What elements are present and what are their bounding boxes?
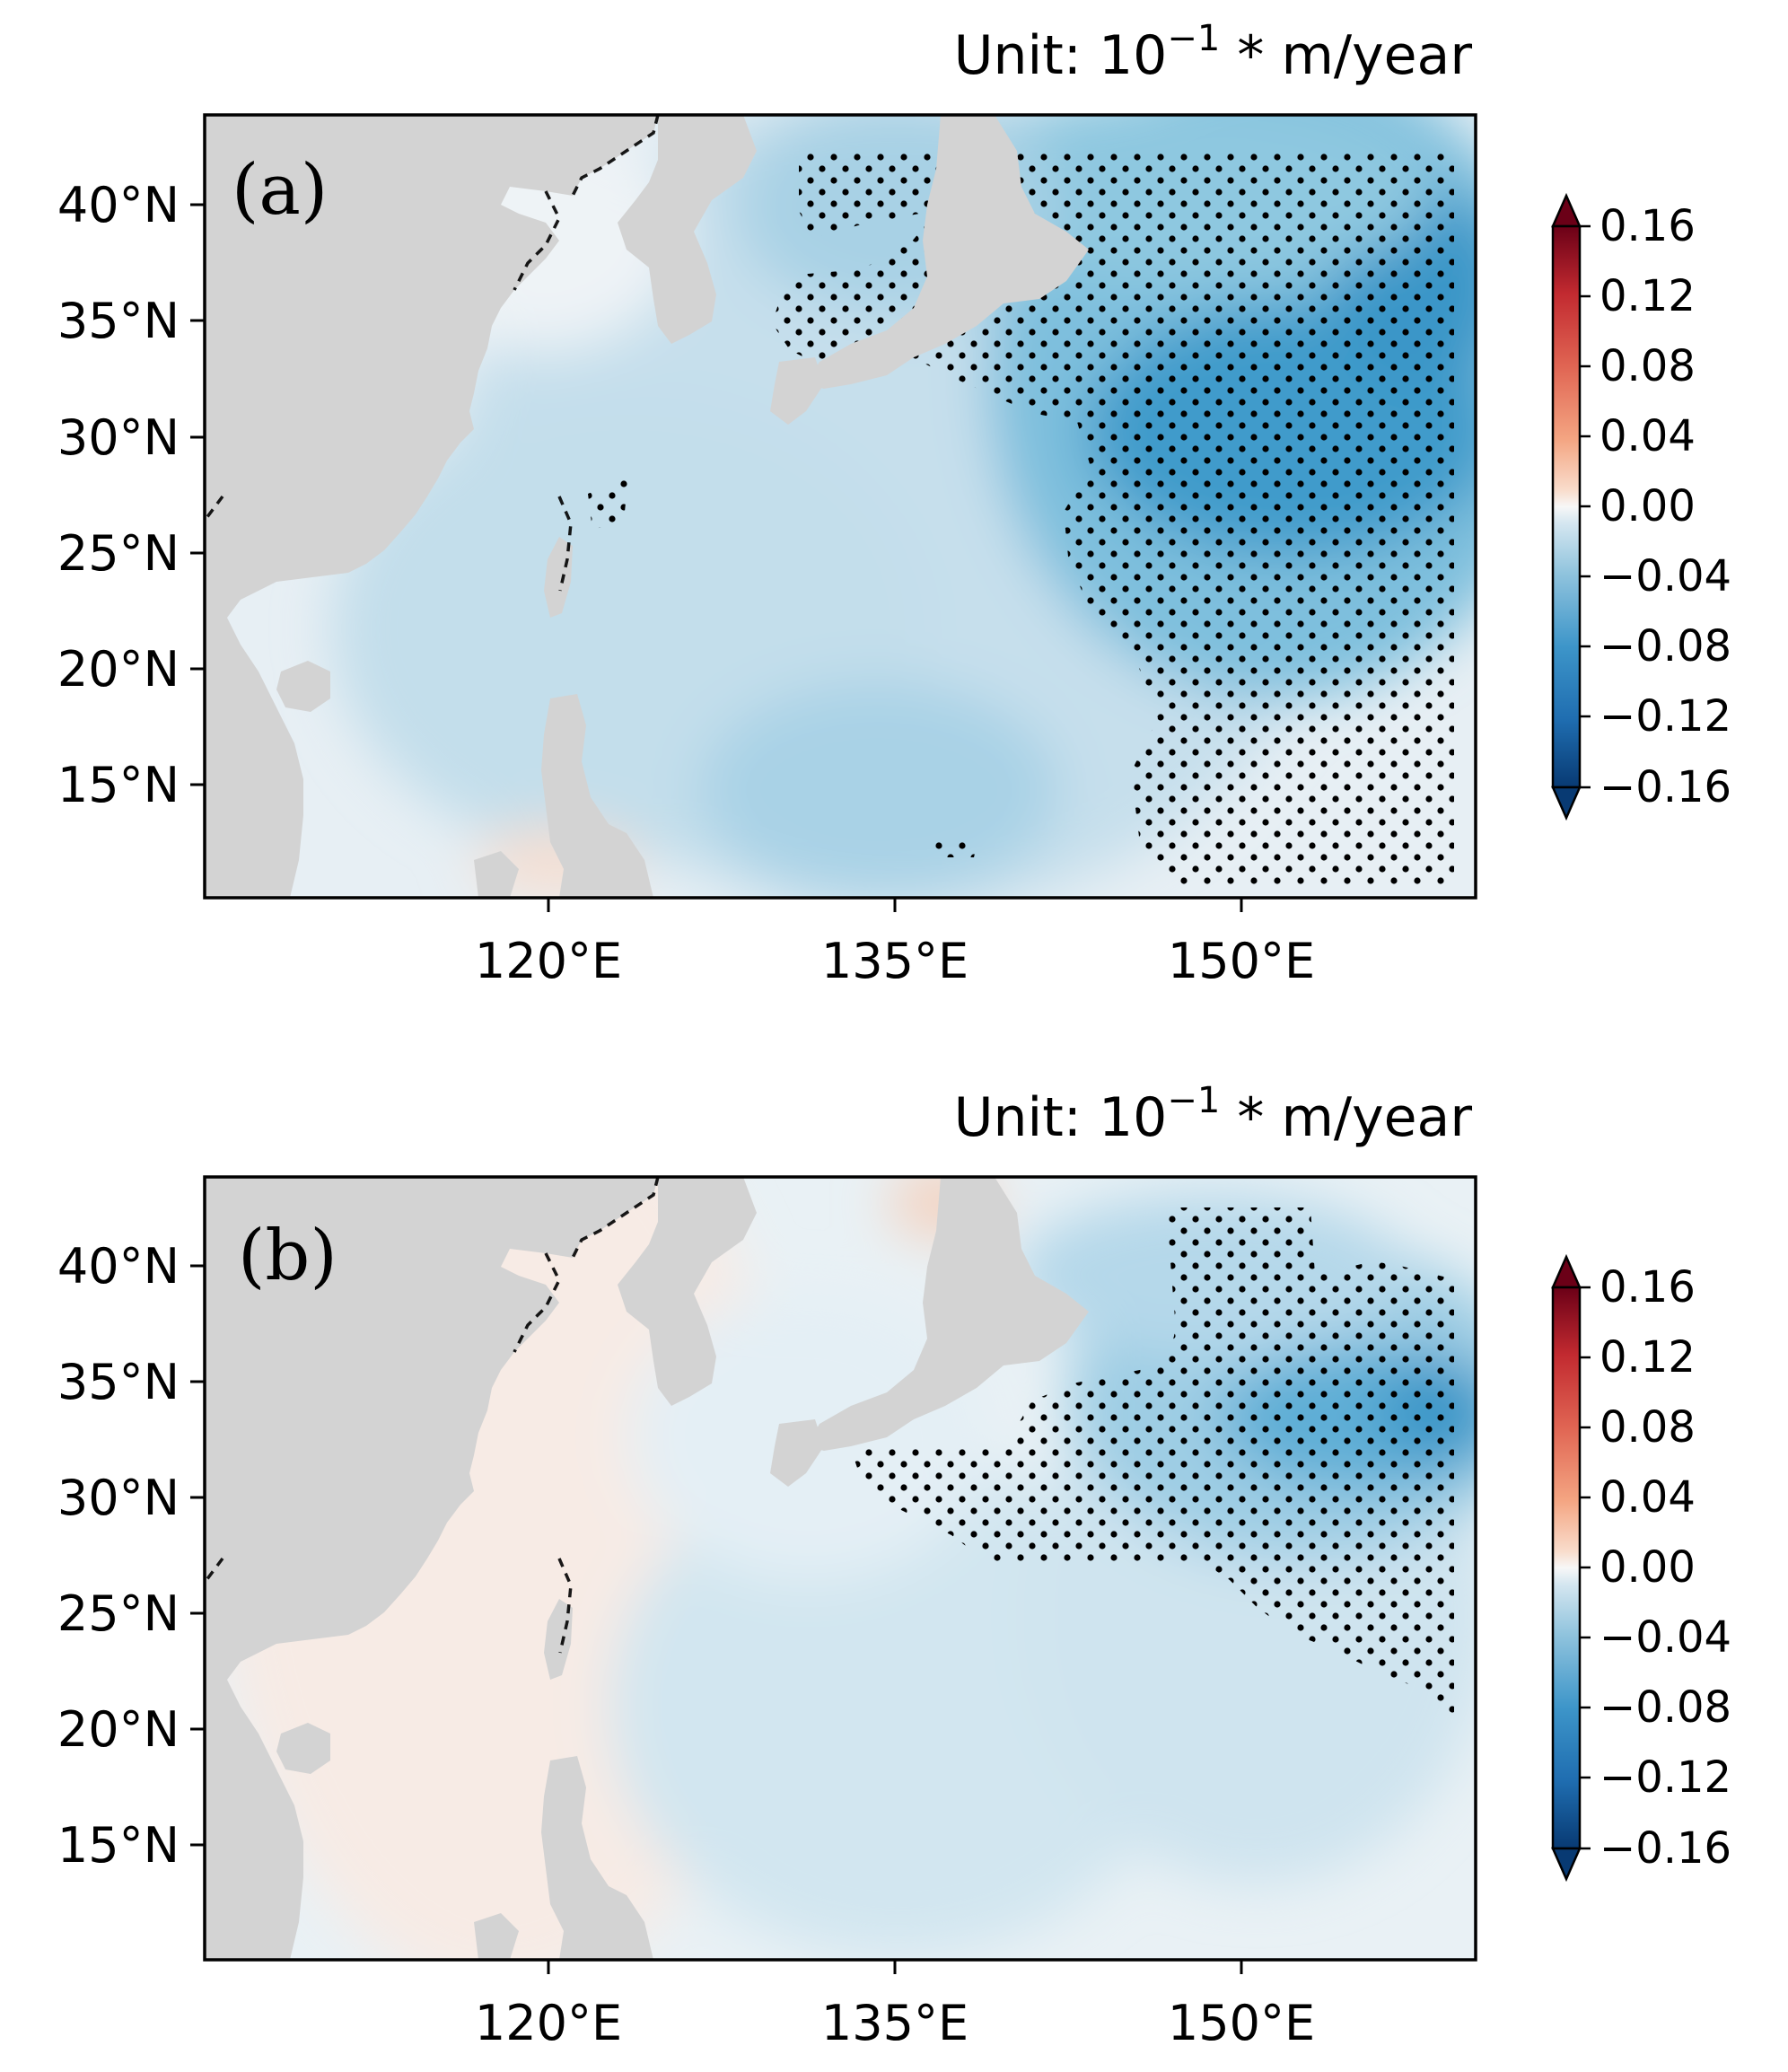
panel-a-colorbar: 0.16 0.12 0.08 0.04 0.00 −0.04 −0.08 −0.…	[1551, 192, 1731, 821]
y-tick-label: 15°N	[57, 757, 180, 813]
y-tick-label: 35°N	[57, 1354, 180, 1410]
panel-b-x-axis: 120°E 135°E 150°E	[475, 1960, 1315, 2051]
panel-b-frame	[203, 1175, 1477, 1962]
panel-b-title: Unit: 10−1 * m/year	[954, 1080, 1473, 1149]
colorbar-tick: 0.08	[1600, 1402, 1696, 1453]
colorbar-tick: −0.16	[1600, 1823, 1731, 1874]
y-tick-label: 20°N	[57, 1701, 180, 1758]
y-tick-label: 30°N	[57, 409, 180, 466]
panel-b-map	[205, 1177, 1476, 1960]
panel-b-label: (b)	[238, 1216, 337, 1296]
colorbar-tick: −0.12	[1600, 691, 1731, 742]
panel-b-y-axis: 40°N 35°N 30°N 25°N 20°N 15°N	[57, 1238, 205, 1874]
y-tick-label: 35°N	[57, 293, 180, 349]
colorbar-tick: 0.16	[1600, 1262, 1696, 1313]
y-tick-label: 40°N	[57, 177, 180, 233]
colorbar-tick: 0.04	[1600, 411, 1696, 461]
x-tick-label: 120°E	[475, 1995, 622, 2051]
y-tick-label: 15°N	[57, 1817, 180, 1874]
y-tick-label: 25°N	[57, 1585, 180, 1642]
colorbar-tick: 0.16	[1600, 201, 1696, 251]
y-tick-label: 30°N	[57, 1470, 180, 1526]
panel-a-y-axis: 40°N 35°N 30°N 25°N 20°N 15°N	[57, 177, 205, 813]
panel-b-colorbar: 0.16 0.12 0.08 0.04 0.00 −0.04 −0.08 −0.…	[1551, 1253, 1731, 1883]
x-tick-label: 150°E	[1168, 933, 1315, 989]
panel-a: Unit: 10−1 * m/year	[57, 18, 1731, 989]
colorbar-tick: 0.12	[1600, 271, 1696, 321]
colorbar-tick: −0.16	[1600, 762, 1731, 812]
panel-a-label: (a)	[232, 150, 328, 231]
colorbar-tick: −0.08	[1600, 1682, 1731, 1733]
colorbar-tick: −0.04	[1600, 1612, 1731, 1663]
colorbar-tick: −0.08	[1600, 621, 1731, 672]
panel-a-title: Unit: 10−1 * m/year	[954, 18, 1473, 87]
panel-b: Unit: 10−1 * m/year	[57, 1080, 1731, 2051]
panel-a-x-axis: 120°E 135°E 150°E	[475, 898, 1315, 989]
colorbar-tick: 0.00	[1600, 1542, 1696, 1593]
x-tick-label: 150°E	[1168, 1995, 1315, 2051]
colorbar-tick: −0.12	[1600, 1752, 1731, 1803]
colorbar-tick: 0.00	[1600, 481, 1696, 531]
y-tick-label: 20°N	[57, 641, 180, 698]
panel-a-frame	[203, 113, 1477, 900]
colorbar-tick: 0.12	[1600, 1332, 1696, 1383]
y-tick-label: 40°N	[57, 1238, 180, 1295]
colorbar-tick: 0.08	[1600, 341, 1696, 391]
panel-a-map	[205, 115, 1476, 898]
colorbar-tick: −0.04	[1600, 551, 1731, 601]
x-tick-label: 135°E	[821, 933, 968, 989]
x-tick-label: 135°E	[821, 1995, 968, 2051]
panel-b-significance-stipple	[853, 1207, 1454, 1715]
colorbar-tick: 0.04	[1600, 1472, 1696, 1523]
y-tick-label: 25°N	[57, 525, 180, 582]
x-tick-label: 120°E	[475, 933, 622, 989]
